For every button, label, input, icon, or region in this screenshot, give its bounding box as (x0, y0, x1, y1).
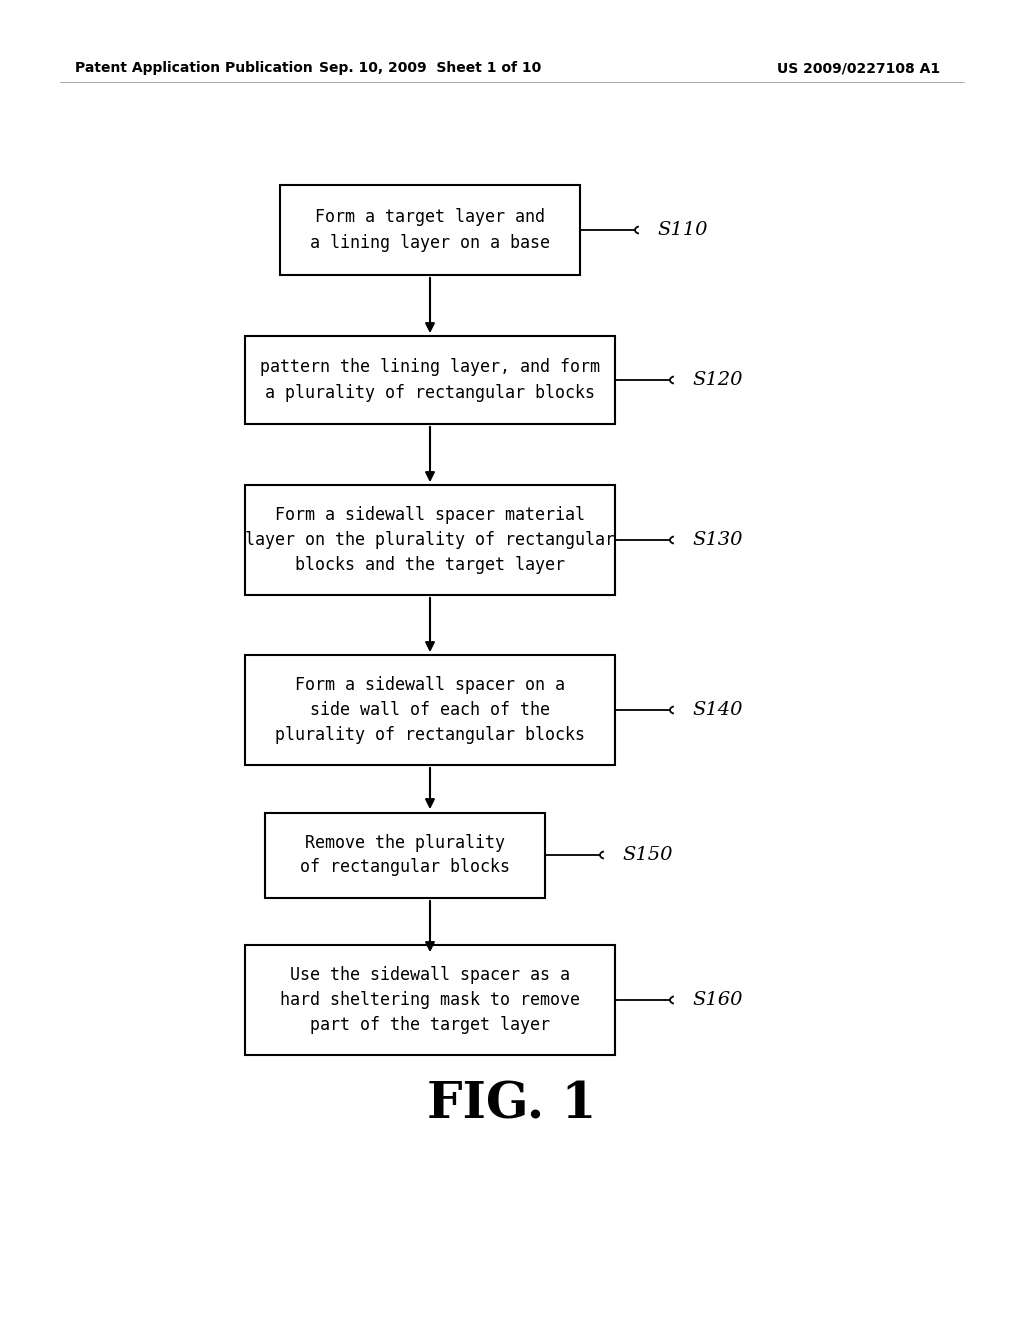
Text: S110: S110 (657, 220, 708, 239)
Text: pattern the lining layer, and form
a plurality of rectangular blocks: pattern the lining layer, and form a plu… (260, 359, 600, 401)
Text: Form a sidewall spacer material
layer on the plurality of rectangular
blocks and: Form a sidewall spacer material layer on… (245, 506, 615, 574)
Bar (245, 945, 615, 1055)
Bar (245, 337, 615, 424)
Text: S130: S130 (692, 531, 742, 549)
Text: S150: S150 (622, 846, 673, 865)
Bar (245, 484, 615, 595)
Text: Form a target layer and
a lining layer on a base: Form a target layer and a lining layer o… (310, 209, 550, 252)
Text: S140: S140 (692, 701, 742, 719)
Bar (280, 185, 580, 275)
Text: Patent Application Publication: Patent Application Publication (75, 61, 312, 75)
Text: Remove the plurality
of rectangular blocks: Remove the plurality of rectangular bloc… (300, 833, 510, 876)
Bar (265, 813, 545, 898)
Bar (245, 655, 615, 766)
Text: FIG. 1: FIG. 1 (427, 1081, 597, 1130)
Text: S120: S120 (692, 371, 742, 389)
Text: Use the sidewall spacer as a
hard sheltering mask to remove
part of the target l: Use the sidewall spacer as a hard shelte… (280, 966, 580, 1034)
Text: S160: S160 (692, 991, 742, 1008)
Text: Form a sidewall spacer on a
side wall of each of the
plurality of rectangular bl: Form a sidewall spacer on a side wall of… (275, 676, 585, 744)
Text: Sep. 10, 2009  Sheet 1 of 10: Sep. 10, 2009 Sheet 1 of 10 (318, 61, 541, 75)
Text: US 2009/0227108 A1: US 2009/0227108 A1 (777, 61, 940, 75)
